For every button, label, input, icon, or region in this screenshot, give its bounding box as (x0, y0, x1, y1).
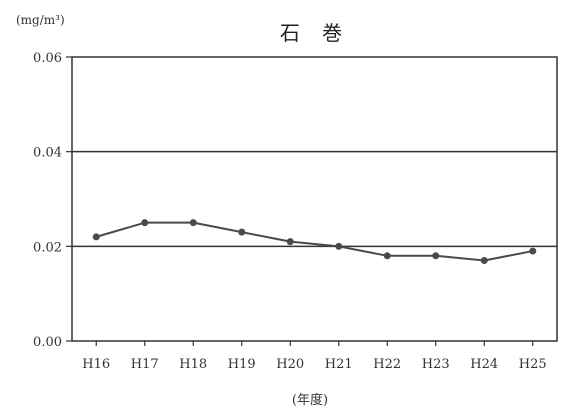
data-point (432, 252, 440, 260)
x-tick-label: H23 (422, 357, 450, 372)
y-unit-label: (mg/m³) (16, 13, 65, 27)
data-point (335, 242, 343, 250)
x-tick-label: H21 (325, 357, 353, 372)
series-layer (92, 219, 537, 265)
y-tick-label: 0.02 (33, 240, 62, 255)
data-point (92, 233, 100, 241)
y-tick-label: 0.06 (33, 51, 62, 66)
data-point (529, 247, 537, 255)
data-point (141, 219, 149, 227)
x-tick-label: H17 (131, 357, 159, 372)
reference-lines (72, 150, 557, 248)
x-tick-label: H22 (373, 357, 401, 372)
data-point (480, 257, 488, 265)
chart-title: 石 巻 (280, 21, 350, 45)
x-axis-label: (年度) (292, 392, 328, 408)
y-tick-label: 0.04 (33, 146, 62, 161)
x-axis-ticks: H16 H17 H18 H19 H20 H21 H22 H23 H24 H25 (82, 341, 547, 372)
data-point (238, 228, 246, 236)
x-tick-label: H20 (276, 357, 304, 372)
y-axis-ticks: 0.00 0.02 0.04 0.06 (33, 51, 72, 350)
data-point (383, 252, 391, 260)
x-tick-label: H25 (519, 357, 547, 372)
x-tick-label: H19 (228, 357, 256, 372)
x-tick-label: H16 (82, 357, 110, 372)
y-tick-label: 0.00 (33, 335, 62, 350)
x-tick-label: H18 (179, 357, 207, 372)
x-tick-label: H24 (470, 357, 498, 372)
data-point (286, 238, 294, 246)
series-line (95, 221, 533, 262)
plot-area-frame (71, 56, 558, 342)
data-point (189, 219, 197, 227)
